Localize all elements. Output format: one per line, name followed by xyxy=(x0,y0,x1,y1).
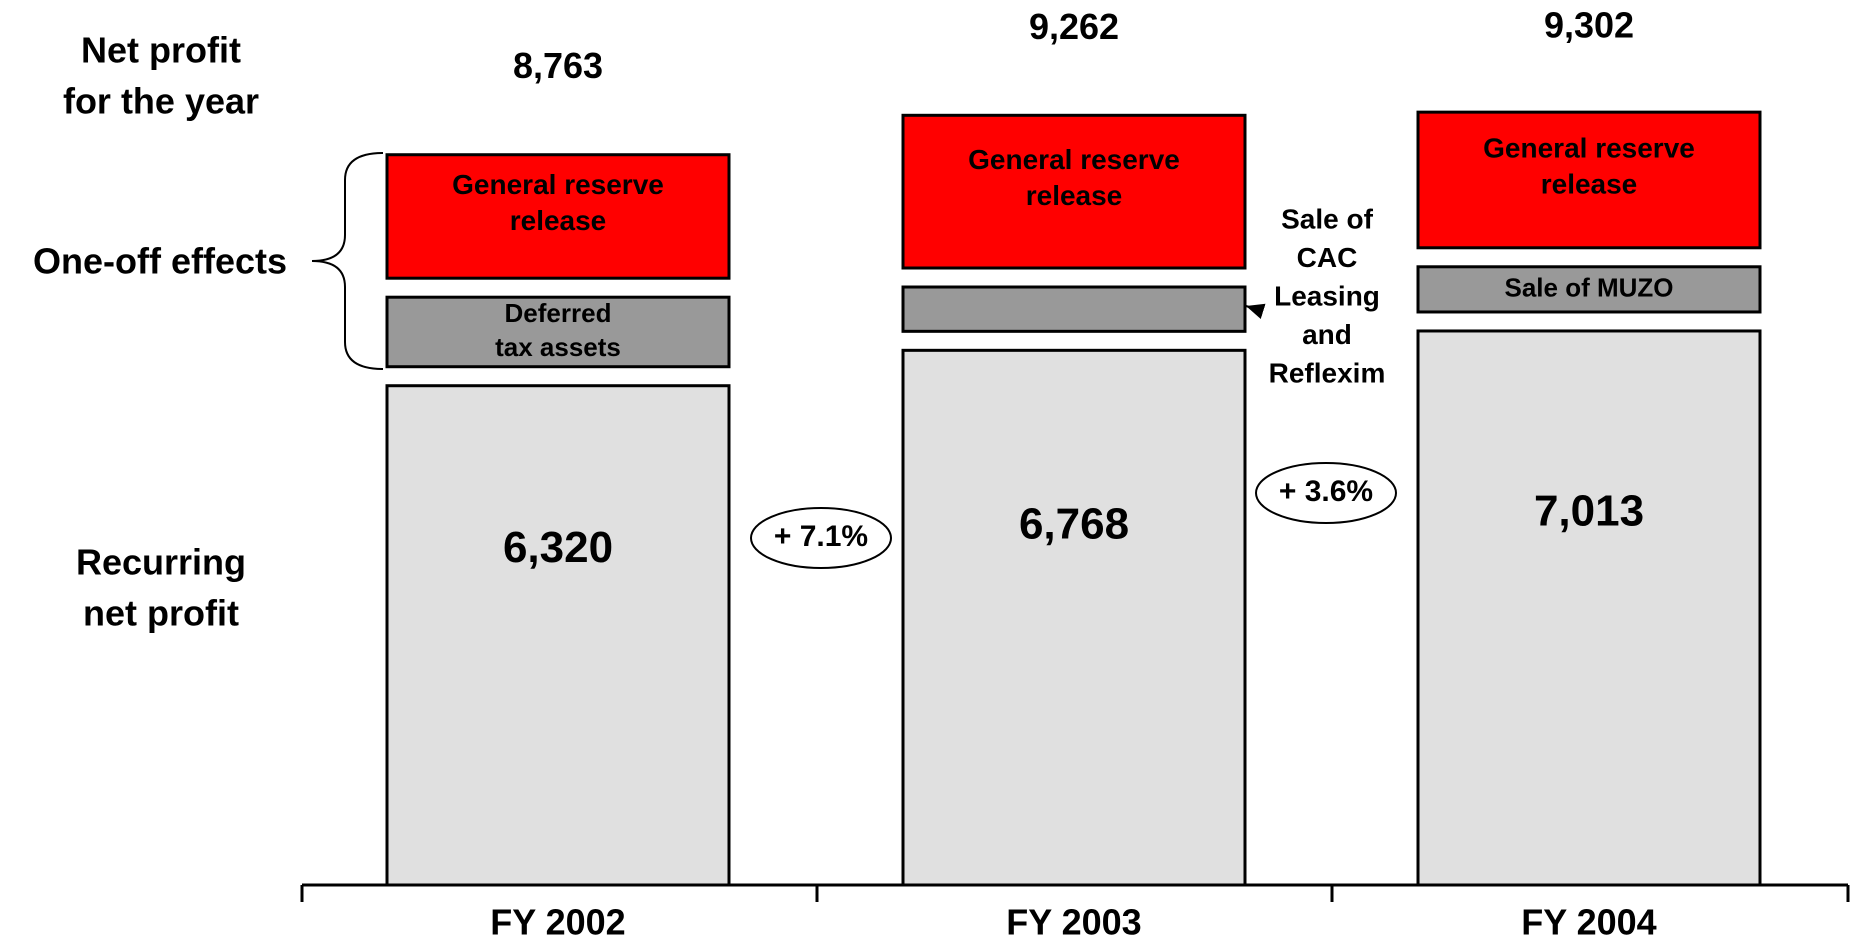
bar-segment xyxy=(385,153,731,280)
bar-segment xyxy=(385,295,731,369)
annotation: Sale of xyxy=(1281,203,1373,234)
growth-label: + 3.6% xyxy=(1279,475,1373,508)
value-label: 7,013 xyxy=(1534,486,1644,535)
segment-label: General reserve xyxy=(452,169,664,200)
segment-label: Sale of MUZO xyxy=(1504,272,1673,302)
bar-segment xyxy=(901,348,1247,887)
annotation-arrow xyxy=(1245,303,1266,320)
growth-ellipse xyxy=(750,507,892,569)
total-label: 8,763 xyxy=(513,45,603,86)
x-axis-ticks xyxy=(300,885,1850,902)
bar-segment xyxy=(901,113,1247,270)
bar-segment xyxy=(901,285,1247,333)
segment-label: tax assets xyxy=(495,332,621,362)
brace xyxy=(311,152,384,370)
row-label: Net profit xyxy=(81,30,241,71)
total-label: 9,262 xyxy=(1029,6,1119,47)
segment-label: release xyxy=(510,205,607,236)
segment-label: General reserve xyxy=(1483,132,1695,163)
total-label: 9,302 xyxy=(1544,5,1634,46)
bar-segment xyxy=(1416,110,1762,250)
bar-segment xyxy=(1416,265,1762,314)
x-tick-label: FY 2002 xyxy=(490,902,625,943)
growth-ellipse xyxy=(1255,462,1397,524)
annotation: Leasing xyxy=(1274,280,1380,311)
bar-segment xyxy=(385,384,731,887)
x-tick-label: FY 2003 xyxy=(1006,902,1141,943)
x-tick-label: FY 2004 xyxy=(1521,902,1656,943)
row-label: Recurring xyxy=(76,542,246,583)
value-label: 6,320 xyxy=(503,523,613,572)
row-label: for the year xyxy=(63,81,259,122)
segment-label: release xyxy=(1026,180,1123,211)
segment-label: release xyxy=(1541,168,1638,199)
segment-label: General reserve xyxy=(968,144,1180,175)
row-label: One-off effects xyxy=(33,241,287,282)
row-label: net profit xyxy=(83,593,239,634)
annotation: Reflexim xyxy=(1269,357,1386,388)
growth-label: + 7.1% xyxy=(774,520,868,553)
value-label: 6,768 xyxy=(1019,499,1129,548)
segment-label: Deferred xyxy=(505,298,612,328)
annotation: CAC xyxy=(1297,242,1358,273)
bar-segment xyxy=(1416,329,1762,887)
annotation: and xyxy=(1302,319,1352,350)
